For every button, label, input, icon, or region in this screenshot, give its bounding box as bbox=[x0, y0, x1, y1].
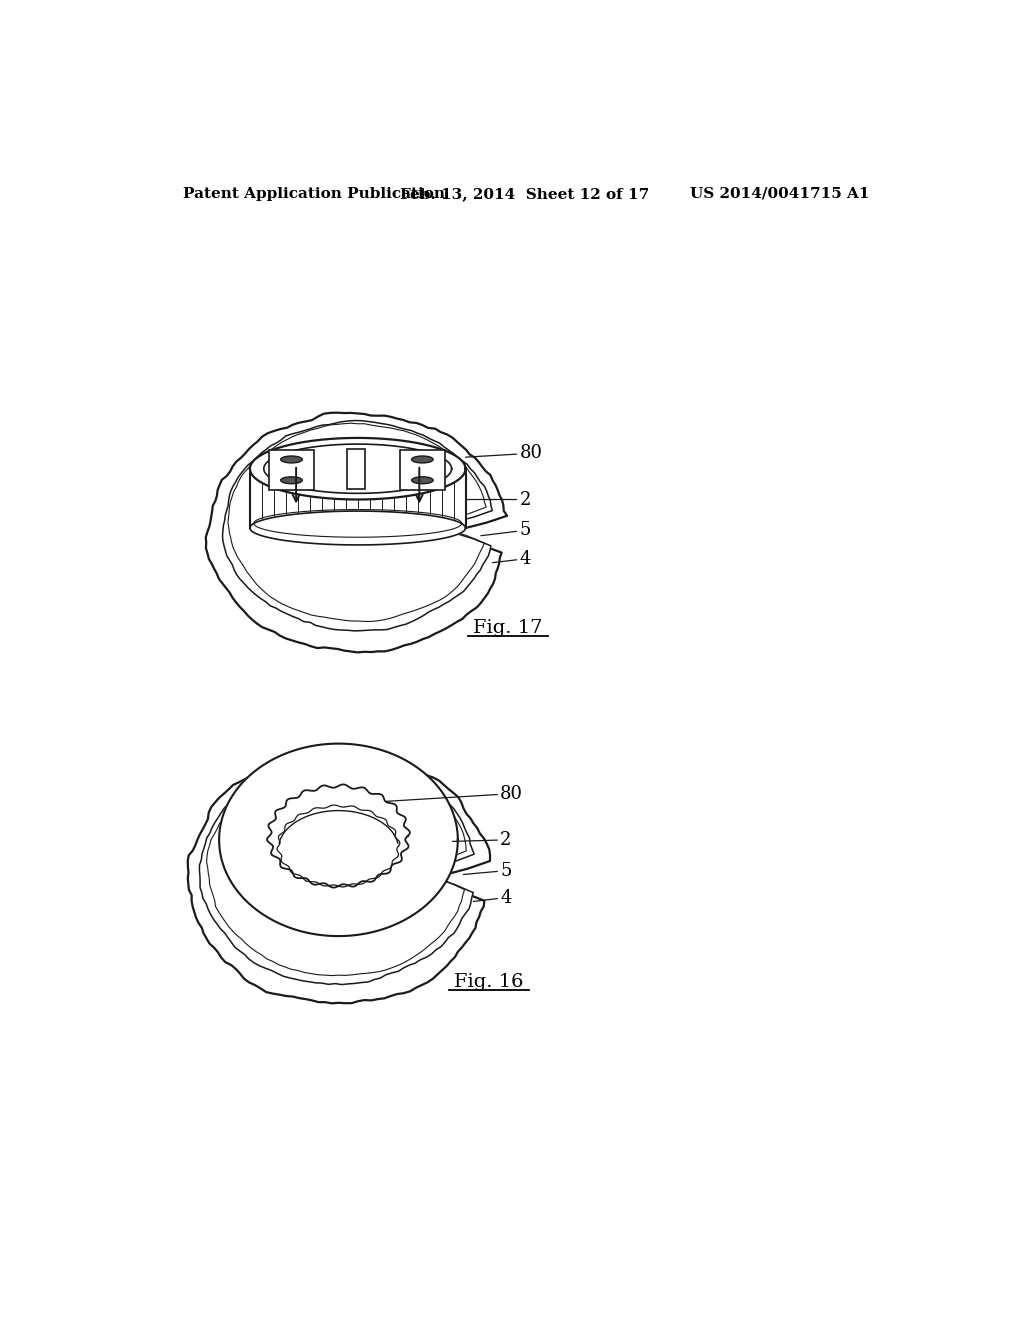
Ellipse shape bbox=[281, 477, 302, 483]
Text: 2: 2 bbox=[466, 491, 530, 508]
Text: 4: 4 bbox=[473, 888, 512, 907]
Text: 5: 5 bbox=[481, 521, 530, 540]
Text: 4: 4 bbox=[493, 550, 530, 568]
Text: 80: 80 bbox=[386, 784, 523, 803]
Polygon shape bbox=[200, 755, 474, 985]
Text: Fig. 16: Fig. 16 bbox=[454, 973, 523, 991]
Bar bbox=[347, 449, 366, 488]
Text: 80: 80 bbox=[466, 445, 543, 462]
Polygon shape bbox=[250, 511, 466, 545]
Bar bbox=[400, 450, 444, 490]
Text: 2: 2 bbox=[453, 830, 512, 849]
Text: Patent Application Publication: Patent Application Publication bbox=[183, 187, 444, 201]
Ellipse shape bbox=[412, 477, 433, 483]
Polygon shape bbox=[219, 743, 458, 936]
Text: Feb. 13, 2014  Sheet 12 of 17: Feb. 13, 2014 Sheet 12 of 17 bbox=[400, 187, 649, 201]
Ellipse shape bbox=[412, 455, 433, 463]
Polygon shape bbox=[264, 444, 452, 494]
Polygon shape bbox=[187, 750, 490, 1003]
Ellipse shape bbox=[281, 455, 302, 463]
Text: Fig. 17: Fig. 17 bbox=[473, 619, 543, 638]
Polygon shape bbox=[222, 421, 493, 631]
Polygon shape bbox=[206, 413, 507, 652]
Polygon shape bbox=[250, 469, 466, 528]
Polygon shape bbox=[267, 784, 410, 887]
Bar bbox=[269, 450, 313, 490]
Text: US 2014/0041715 A1: US 2014/0041715 A1 bbox=[690, 187, 869, 201]
Text: 5: 5 bbox=[463, 862, 512, 879]
Polygon shape bbox=[250, 438, 466, 499]
